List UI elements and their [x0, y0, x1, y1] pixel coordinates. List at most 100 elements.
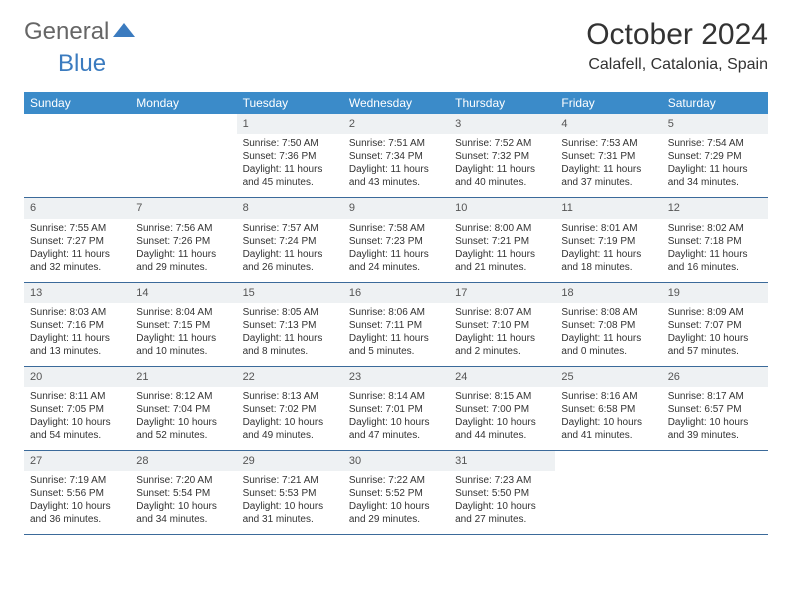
day-number: 25	[555, 367, 661, 387]
day-content: Sunrise: 7:23 AMSunset: 5:50 PMDaylight:…	[449, 471, 555, 534]
day-content: Sunrise: 8:08 AMSunset: 7:08 PMDaylight:…	[555, 303, 661, 366]
calendar-cell: 15Sunrise: 8:05 AMSunset: 7:13 PMDayligh…	[237, 282, 343, 366]
calendar-cell: 7Sunrise: 7:56 AMSunset: 7:26 PMDaylight…	[130, 198, 236, 282]
day-content: Sunrise: 8:14 AMSunset: 7:01 PMDaylight:…	[343, 387, 449, 450]
day-number: 27	[24, 451, 130, 471]
day-number: 2	[343, 114, 449, 134]
day-number: 12	[662, 198, 768, 218]
calendar-cell: 27Sunrise: 7:19 AMSunset: 5:56 PMDayligh…	[24, 451, 130, 535]
day-content: Sunrise: 8:06 AMSunset: 7:11 PMDaylight:…	[343, 303, 449, 366]
calendar-head: SundayMondayTuesdayWednesdayThursdayFrid…	[24, 92, 768, 114]
calendar-cell	[662, 451, 768, 535]
day-number: 21	[130, 367, 236, 387]
day-number: 1	[237, 114, 343, 134]
calendar-cell: 22Sunrise: 8:13 AMSunset: 7:02 PMDayligh…	[237, 366, 343, 450]
day-number: 8	[237, 198, 343, 218]
calendar-cell: 6Sunrise: 7:55 AMSunset: 7:27 PMDaylight…	[24, 198, 130, 282]
day-content: Sunrise: 7:58 AMSunset: 7:23 PMDaylight:…	[343, 219, 449, 282]
day-content: Sunrise: 8:17 AMSunset: 6:57 PMDaylight:…	[662, 387, 768, 450]
calendar-row: 27Sunrise: 7:19 AMSunset: 5:56 PMDayligh…	[24, 451, 768, 535]
day-content: Sunrise: 7:53 AMSunset: 7:31 PMDaylight:…	[555, 134, 661, 197]
day-number: 7	[130, 198, 236, 218]
day-number: 31	[449, 451, 555, 471]
day-number: 4	[555, 114, 661, 134]
location: Calafell, Catalonia, Spain	[586, 56, 768, 74]
day-number: 9	[343, 198, 449, 218]
weekday-header: Wednesday	[343, 92, 449, 114]
day-content: Sunrise: 8:05 AMSunset: 7:13 PMDaylight:…	[237, 303, 343, 366]
month-title: October 2024	[586, 18, 768, 52]
day-content: Sunrise: 8:01 AMSunset: 7:19 PMDaylight:…	[555, 219, 661, 282]
day-number: 23	[343, 367, 449, 387]
day-content: Sunrise: 7:19 AMSunset: 5:56 PMDaylight:…	[24, 471, 130, 534]
day-content: Sunrise: 7:20 AMSunset: 5:54 PMDaylight:…	[130, 471, 236, 534]
calendar-table: SundayMondayTuesdayWednesdayThursdayFrid…	[24, 92, 768, 535]
day-content: Sunrise: 7:57 AMSunset: 7:24 PMDaylight:…	[237, 219, 343, 282]
calendar-cell: 24Sunrise: 8:15 AMSunset: 7:00 PMDayligh…	[449, 366, 555, 450]
logo: General	[24, 18, 139, 46]
calendar-cell	[555, 451, 661, 535]
day-number: 5	[662, 114, 768, 134]
day-number: 19	[662, 283, 768, 303]
calendar-cell	[130, 114, 236, 198]
day-number: 13	[24, 283, 130, 303]
calendar-row: 20Sunrise: 8:11 AMSunset: 7:05 PMDayligh…	[24, 366, 768, 450]
calendar-cell: 18Sunrise: 8:08 AMSunset: 7:08 PMDayligh…	[555, 282, 661, 366]
calendar-cell: 26Sunrise: 8:17 AMSunset: 6:57 PMDayligh…	[662, 366, 768, 450]
day-content: Sunrise: 7:51 AMSunset: 7:34 PMDaylight:…	[343, 134, 449, 197]
day-content: Sunrise: 8:15 AMSunset: 7:00 PMDaylight:…	[449, 387, 555, 450]
calendar-cell	[24, 114, 130, 198]
calendar-cell: 30Sunrise: 7:22 AMSunset: 5:52 PMDayligh…	[343, 451, 449, 535]
calendar-cell: 9Sunrise: 7:58 AMSunset: 7:23 PMDaylight…	[343, 198, 449, 282]
day-content: Sunrise: 8:16 AMSunset: 6:58 PMDaylight:…	[555, 387, 661, 450]
calendar-cell: 21Sunrise: 8:12 AMSunset: 7:04 PMDayligh…	[130, 366, 236, 450]
day-number: 11	[555, 198, 661, 218]
day-content: Sunrise: 7:54 AMSunset: 7:29 PMDaylight:…	[662, 134, 768, 197]
day-content: Sunrise: 8:04 AMSunset: 7:15 PMDaylight:…	[130, 303, 236, 366]
day-number: 22	[237, 367, 343, 387]
day-number: 10	[449, 198, 555, 218]
day-content: Sunrise: 7:52 AMSunset: 7:32 PMDaylight:…	[449, 134, 555, 197]
calendar-body: 1Sunrise: 7:50 AMSunset: 7:36 PMDaylight…	[24, 114, 768, 535]
calendar-cell: 1Sunrise: 7:50 AMSunset: 7:36 PMDaylight…	[237, 114, 343, 198]
day-number: 24	[449, 367, 555, 387]
day-content: Sunrise: 8:11 AMSunset: 7:05 PMDaylight:…	[24, 387, 130, 450]
day-content: Sunrise: 8:13 AMSunset: 7:02 PMDaylight:…	[237, 387, 343, 450]
logo-text-general: General	[24, 18, 109, 46]
weekday-header: Monday	[130, 92, 236, 114]
calendar-cell: 4Sunrise: 7:53 AMSunset: 7:31 PMDaylight…	[555, 114, 661, 198]
calendar-cell: 20Sunrise: 8:11 AMSunset: 7:05 PMDayligh…	[24, 366, 130, 450]
day-number: 6	[24, 198, 130, 218]
day-number: 20	[24, 367, 130, 387]
calendar-cell: 10Sunrise: 8:00 AMSunset: 7:21 PMDayligh…	[449, 198, 555, 282]
day-number: 29	[237, 451, 343, 471]
calendar-cell: 29Sunrise: 7:21 AMSunset: 5:53 PMDayligh…	[237, 451, 343, 535]
calendar-cell: 17Sunrise: 8:07 AMSunset: 7:10 PMDayligh…	[449, 282, 555, 366]
day-content: Sunrise: 8:03 AMSunset: 7:16 PMDaylight:…	[24, 303, 130, 366]
calendar-cell: 23Sunrise: 8:14 AMSunset: 7:01 PMDayligh…	[343, 366, 449, 450]
day-number: 18	[555, 283, 661, 303]
day-content: Sunrise: 7:56 AMSunset: 7:26 PMDaylight:…	[130, 219, 236, 282]
day-content: Sunrise: 8:00 AMSunset: 7:21 PMDaylight:…	[449, 219, 555, 282]
day-number: 3	[449, 114, 555, 134]
calendar-cell: 16Sunrise: 8:06 AMSunset: 7:11 PMDayligh…	[343, 282, 449, 366]
title-block: October 2024 Calafell, Catalonia, Spain	[586, 18, 768, 74]
day-content: Sunrise: 7:55 AMSunset: 7:27 PMDaylight:…	[24, 219, 130, 282]
day-content: Sunrise: 7:21 AMSunset: 5:53 PMDaylight:…	[237, 471, 343, 534]
calendar-cell: 11Sunrise: 8:01 AMSunset: 7:19 PMDayligh…	[555, 198, 661, 282]
calendar-cell: 19Sunrise: 8:09 AMSunset: 7:07 PMDayligh…	[662, 282, 768, 366]
calendar-cell: 2Sunrise: 7:51 AMSunset: 7:34 PMDaylight…	[343, 114, 449, 198]
weekday-header: Thursday	[449, 92, 555, 114]
calendar-row: 1Sunrise: 7:50 AMSunset: 7:36 PMDaylight…	[24, 114, 768, 198]
calendar-cell: 28Sunrise: 7:20 AMSunset: 5:54 PMDayligh…	[130, 451, 236, 535]
weekday-row: SundayMondayTuesdayWednesdayThursdayFrid…	[24, 92, 768, 114]
day-number: 17	[449, 283, 555, 303]
logo-triangle-icon	[113, 18, 135, 46]
day-content: Sunrise: 7:50 AMSunset: 7:36 PMDaylight:…	[237, 134, 343, 197]
day-number: 15	[237, 283, 343, 303]
logo-text-blue: Blue	[58, 50, 106, 78]
weekday-header: Saturday	[662, 92, 768, 114]
calendar-cell: 13Sunrise: 8:03 AMSunset: 7:16 PMDayligh…	[24, 282, 130, 366]
calendar-cell: 8Sunrise: 7:57 AMSunset: 7:24 PMDaylight…	[237, 198, 343, 282]
calendar-cell: 31Sunrise: 7:23 AMSunset: 5:50 PMDayligh…	[449, 451, 555, 535]
